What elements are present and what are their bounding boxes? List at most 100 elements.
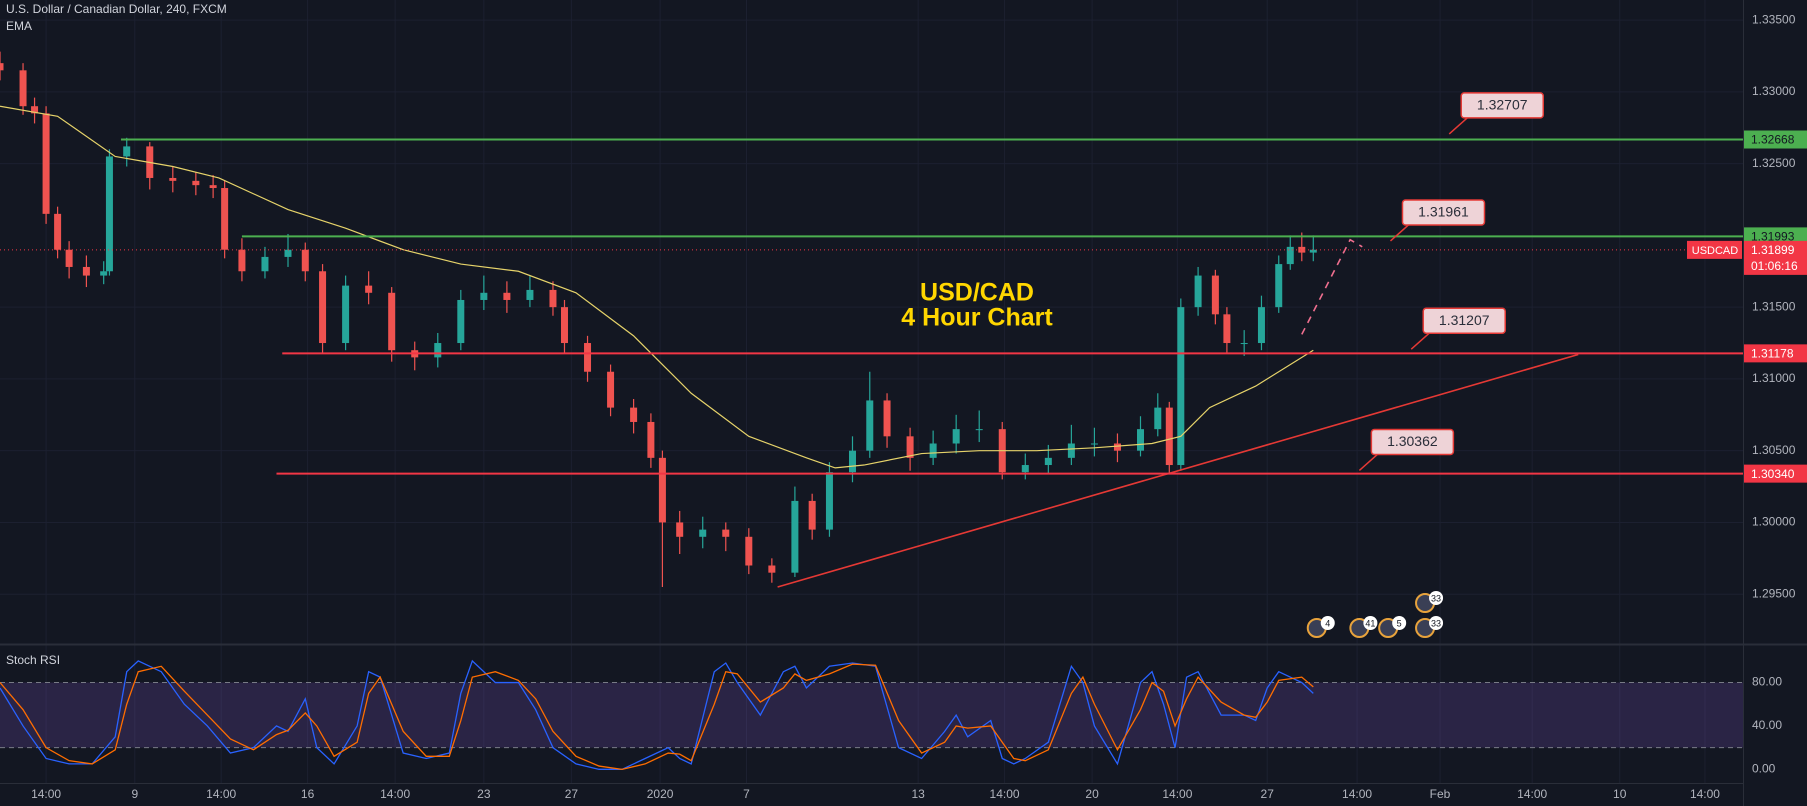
candle-body xyxy=(647,421,655,458)
candle-body xyxy=(123,146,131,157)
trendline xyxy=(1301,238,1363,335)
x-tick-label: Feb xyxy=(1430,787,1451,801)
candle-body xyxy=(365,285,373,293)
x-tick-label: 16 xyxy=(301,787,315,801)
callout-box xyxy=(1401,199,1486,226)
candle-body xyxy=(105,156,113,272)
candle-body xyxy=(169,177,177,181)
symbol-tag-label: USDCAD xyxy=(1692,245,1739,257)
candle-body xyxy=(209,185,217,189)
candle-body xyxy=(1136,429,1144,451)
candle-body xyxy=(1194,275,1202,308)
candle-body xyxy=(503,292,511,300)
callout-label: 1.30362 xyxy=(1387,433,1438,449)
candle-body xyxy=(630,407,638,422)
candle-body xyxy=(342,285,350,344)
candle-body xyxy=(808,500,816,530)
symbol-tag xyxy=(1687,240,1742,259)
candle-body xyxy=(1275,264,1283,308)
indicator-label: EMA xyxy=(6,19,32,33)
overlay-title: USD/CAD xyxy=(920,279,1034,307)
level-tag xyxy=(1744,130,1807,149)
level-tag xyxy=(1744,344,1807,363)
candle-body xyxy=(560,307,568,344)
x-tick-label: 13 xyxy=(911,787,925,801)
event-count: 33 xyxy=(1431,593,1441,603)
x-tick-label: 14:00 xyxy=(206,787,236,801)
x-tick-label: 14:00 xyxy=(990,787,1020,801)
candle-body xyxy=(906,436,914,458)
candle-body xyxy=(549,289,557,308)
candle-body xyxy=(434,343,442,358)
y-tick-label: 1.33000 xyxy=(1752,84,1796,98)
band-fill xyxy=(0,682,1743,748)
price-tag xyxy=(1744,240,1807,275)
candle-body xyxy=(1113,443,1121,451)
candle-body xyxy=(883,400,891,437)
callout-pointer xyxy=(1389,224,1409,242)
event-count: 4 xyxy=(1325,618,1330,628)
event-count: 41 xyxy=(1365,618,1375,628)
callout-pointer xyxy=(1358,453,1378,472)
trendline xyxy=(777,353,1579,588)
stoch-line xyxy=(0,659,1314,770)
event-badge xyxy=(1429,591,1444,605)
y-tick-label: 0.00 xyxy=(1752,762,1776,776)
y-tick-label: 40.00 xyxy=(1752,718,1782,732)
level-tag-label: 1.32668 xyxy=(1751,133,1795,147)
y-tick-label: 1.32500 xyxy=(1752,156,1796,170)
candle-body xyxy=(952,429,960,444)
countdown-label: 01:06:16 xyxy=(1751,259,1798,273)
plot xyxy=(0,51,1743,770)
chart-header-title: U.S. Dollar / Canadian Dollar, 240, FXCM xyxy=(6,2,227,16)
candle-body xyxy=(284,249,292,257)
candle-body xyxy=(745,536,753,566)
callout-pointer xyxy=(1448,117,1468,135)
x-tick-label: 14:00 xyxy=(380,787,410,801)
x-tick-label: 14:00 xyxy=(1517,787,1547,801)
candle-body xyxy=(975,429,983,431)
callout-label: 1.32707 xyxy=(1477,97,1528,113)
candle-body xyxy=(261,256,269,272)
y-tick-label: 1.30500 xyxy=(1752,443,1796,457)
x-tick-label: 14:00 xyxy=(1342,787,1372,801)
candle-body xyxy=(480,292,488,300)
candle-body xyxy=(722,529,730,537)
price-tag-label: 1.31899 xyxy=(1751,243,1795,257)
y-tick-label: 80.00 xyxy=(1752,675,1782,689)
level-tag-label: 1.30340 xyxy=(1751,467,1795,481)
candle-body xyxy=(0,63,4,71)
x-tick-label: 9 xyxy=(131,787,138,801)
candle-body xyxy=(1298,246,1306,253)
event-badge xyxy=(1392,616,1407,630)
event-badge xyxy=(1429,616,1444,630)
candle-body xyxy=(65,249,73,267)
candle-body xyxy=(457,299,465,344)
candle-body xyxy=(238,249,246,272)
candle-body xyxy=(676,522,684,537)
candle-body xyxy=(221,188,229,250)
candle-body xyxy=(1286,246,1294,265)
candle-body xyxy=(54,213,62,250)
candle-body xyxy=(929,443,937,458)
x-tick-label: 27 xyxy=(565,787,579,801)
x-tick-label: 14:00 xyxy=(1162,787,1192,801)
x-tick-label: 20 xyxy=(1085,787,1099,801)
overlay-subtitle: 4 Hour Chart xyxy=(901,304,1053,332)
candle-body xyxy=(192,180,200,186)
candle-body xyxy=(31,106,39,114)
candle-body xyxy=(1044,457,1052,466)
candle-body xyxy=(607,371,615,408)
candle-body xyxy=(42,113,50,214)
candle-body xyxy=(301,249,309,272)
callout-label: 1.31207 xyxy=(1439,312,1490,328)
candle-body xyxy=(82,266,90,276)
level-tag-label: 1.31178 xyxy=(1751,347,1794,361)
callout-box xyxy=(1370,428,1455,456)
candle-body xyxy=(1257,307,1265,344)
candle-body xyxy=(1177,307,1185,466)
y-tick-label: 1.31000 xyxy=(1752,371,1796,385)
candle-body xyxy=(1309,249,1317,253)
